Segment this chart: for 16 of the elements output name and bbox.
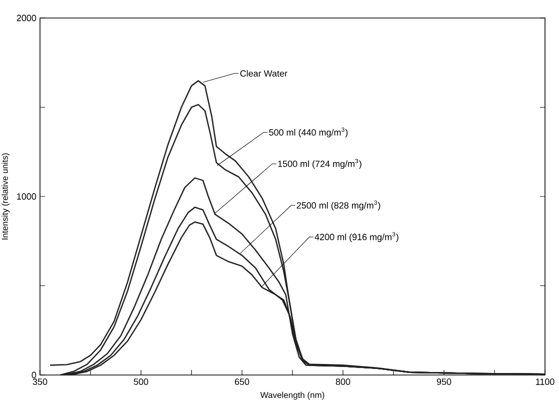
y-axis-title: Intensity (relative units)	[2, 153, 10, 240]
annotation: Clear Water	[240, 70, 288, 77]
x-axis-title: Wavelength (nm)	[260, 392, 324, 400]
x-tick-label: 1100	[536, 378, 554, 385]
annotation: 1500 ml (724 mg/m$^{3}$)	[278, 158, 362, 169]
y-tick-label: 1000	[17, 193, 36, 200]
x-tick-label: 800	[336, 378, 350, 385]
annotation: 4200 ml (916 mg/m$^{3}$)	[314, 232, 398, 242]
x-tick-label: 950	[436, 378, 452, 385]
x-tick-label: 500	[134, 378, 148, 385]
y-tick-label: 0	[32, 372, 36, 378]
y-tick-label: 2000	[16, 14, 36, 22]
x-tick-label: 650	[234, 378, 250, 385]
annotation: 2500 ml (828 mg/m$^{3}$)	[296, 200, 380, 210]
annotation: 500 ml (440 mg/m$^{3}$)	[269, 127, 348, 138]
x-tick-label: 350	[32, 378, 48, 385]
